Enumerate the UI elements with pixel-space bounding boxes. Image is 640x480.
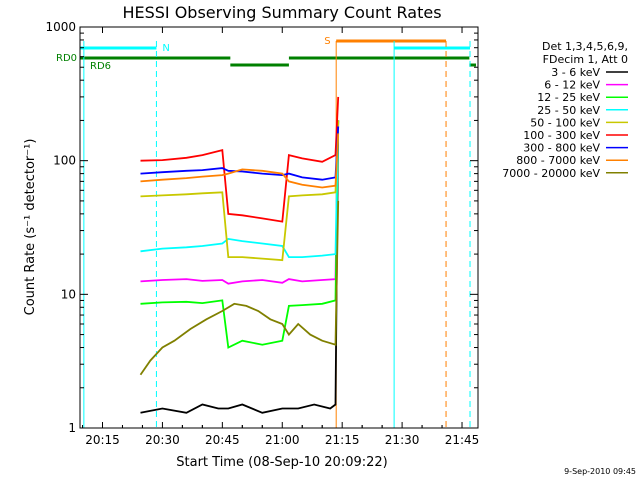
series-line-8 bbox=[139, 200, 340, 376]
flags-layer: N S RD0 RD6 bbox=[56, 36, 477, 72]
flag-label-rd6: RD6 bbox=[90, 61, 111, 72]
legend-label-4: 50 - 100 keV bbox=[530, 116, 600, 129]
x-axis-label: Start Time (08-Sep-10 20:09:22) bbox=[176, 455, 387, 470]
legend-label-5: 100 - 300 keV bbox=[523, 129, 600, 142]
flag-label-n: N bbox=[162, 43, 169, 54]
y-tick-label-1: 10 bbox=[61, 287, 76, 301]
legend-label-1: 6 - 12 keV bbox=[544, 79, 600, 92]
series-line-5 bbox=[140, 96, 340, 223]
ticks-layer: 20:15 20:30 20:45 21:00 21:15 21:30 21:45 1 10 10… bbox=[45, 20, 479, 447]
series-line-2 bbox=[140, 120, 340, 349]
y-tick-label-0: 1 bbox=[68, 421, 76, 435]
series-line-7 bbox=[140, 133, 340, 189]
x-tick-label-0: 20:15 bbox=[85, 433, 120, 447]
series-layer bbox=[139, 96, 340, 414]
x-tick-label-2: 20:45 bbox=[205, 433, 240, 447]
legend-label-0: 3 - 6 keV bbox=[551, 66, 600, 79]
y-tick-label-2: 100 bbox=[53, 154, 76, 168]
timestamp: 9-Sep-2010 09:45 bbox=[564, 467, 636, 476]
flag-label-s: S bbox=[324, 36, 330, 47]
series-line-6 bbox=[140, 126, 340, 181]
y-tick-label-3: 1000 bbox=[45, 20, 76, 34]
legend-header-1: FDecim 1, Att 0 bbox=[543, 53, 628, 66]
x-tick-label-1: 20:30 bbox=[145, 433, 180, 447]
legend-label-2: 12 - 25 keV bbox=[537, 91, 600, 104]
legend-label-8: 7000 - 20000 keV bbox=[502, 167, 600, 180]
legend-header-0: Det 1,3,4,5,6,9, bbox=[542, 40, 628, 53]
series-line-1 bbox=[140, 120, 340, 285]
legend-label-7: 800 - 7000 keV bbox=[516, 154, 600, 167]
legend-label-3: 25 - 50 keV bbox=[537, 104, 600, 117]
plot-frame bbox=[79, 26, 479, 429]
chart-title: HESSI Observing Summary Count Rates bbox=[122, 3, 441, 22]
x-tick-label-5: 21:30 bbox=[385, 433, 420, 447]
x-tick-label-6: 21:45 bbox=[445, 433, 480, 447]
series-line-3 bbox=[140, 120, 340, 258]
x-tick-label-4: 21:15 bbox=[325, 433, 360, 447]
y-axis-label: Count Rate (s⁻¹ detector⁻¹) bbox=[23, 139, 38, 316]
legend: Det 1,3,4,5,6,9,FDecim 1, Att 03 - 6 keV… bbox=[502, 40, 628, 180]
series-line-4 bbox=[140, 120, 340, 262]
flag-label-rd0: RD0 bbox=[56, 53, 77, 64]
series-line-0 bbox=[140, 120, 340, 414]
x-tick-label-3: 21:00 bbox=[265, 433, 300, 447]
legend-label-6: 300 - 800 keV bbox=[523, 142, 600, 155]
